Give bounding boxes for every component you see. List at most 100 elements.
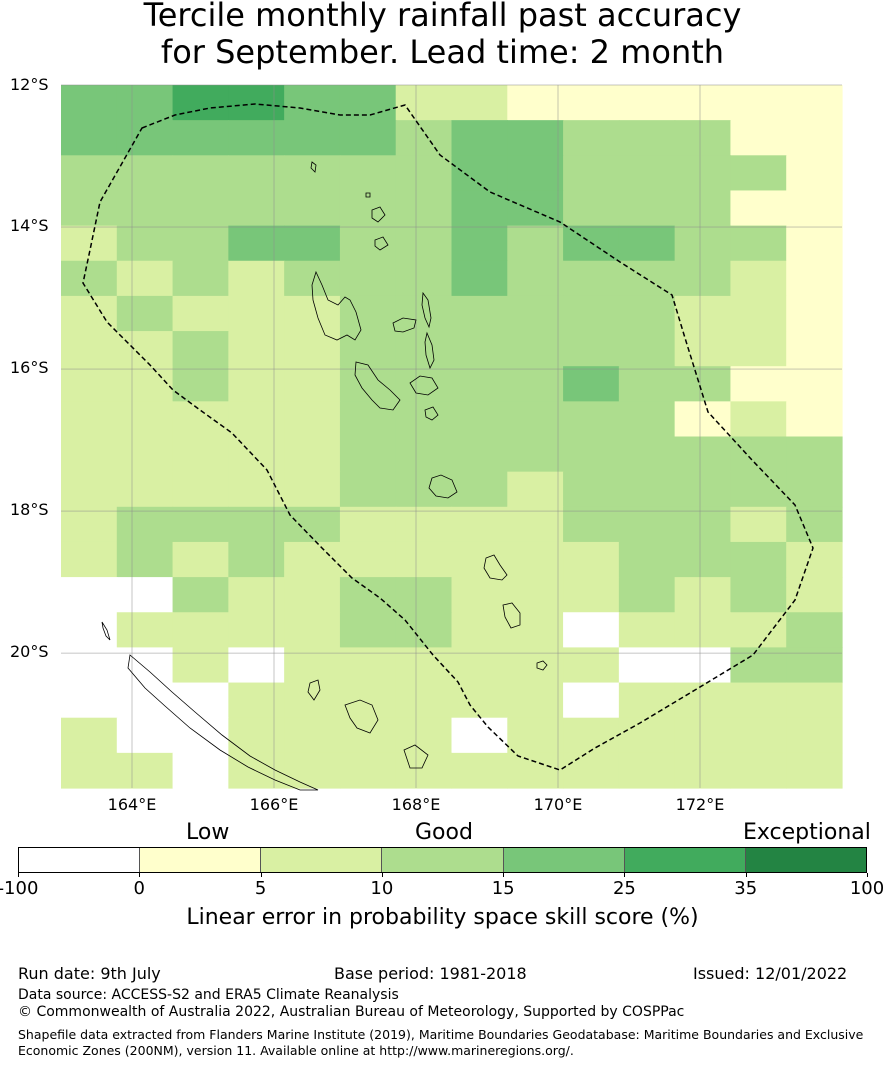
colorbar-tick-mark xyxy=(867,873,868,877)
island-banks-1 xyxy=(371,206,386,223)
lat-label-12s: 12°S xyxy=(10,75,49,94)
skill-cell xyxy=(618,85,676,121)
skill-cell xyxy=(172,331,229,367)
skill-cell xyxy=(172,155,229,192)
skill-cell xyxy=(228,577,285,613)
skill-cell xyxy=(563,260,620,297)
skill-cell xyxy=(786,225,843,262)
skill-cell xyxy=(339,647,397,684)
skill-cell xyxy=(61,752,118,789)
data-source: Data source: ACCESS-S2 and ERA5 Climate … xyxy=(18,987,399,1003)
skill-cell xyxy=(228,647,285,684)
skill-cell xyxy=(786,331,843,367)
skill-cell xyxy=(61,295,118,332)
skill-cell xyxy=(116,295,174,332)
skill-cell xyxy=(116,85,174,121)
skill-cell xyxy=(395,612,453,648)
island-efate xyxy=(428,474,458,499)
skill-cell xyxy=(284,436,341,473)
colorbar-tick-label: 15 xyxy=(491,878,515,899)
skill-cell xyxy=(339,752,397,789)
skill-cell xyxy=(395,331,453,367)
skill-cell xyxy=(507,506,564,543)
skill-cell xyxy=(339,717,397,754)
skill-cell xyxy=(674,752,732,789)
skill-cell xyxy=(730,541,787,578)
skill-cell xyxy=(507,471,564,508)
skill-cell xyxy=(451,331,508,367)
skill-cell xyxy=(674,85,732,121)
skill-cell xyxy=(451,612,508,648)
skill-cell xyxy=(563,682,620,719)
skill-cell xyxy=(451,366,508,402)
skill-cell xyxy=(786,612,843,648)
skill-cell xyxy=(172,190,229,227)
lon-label-170e: 170°E xyxy=(533,795,583,814)
skill-cell xyxy=(451,436,508,473)
island-belep xyxy=(101,621,111,641)
skill-cell xyxy=(228,155,285,192)
island-loyalty xyxy=(344,699,379,734)
skill-cell xyxy=(674,647,732,684)
map-title-line-1: Tercile monthly rainfall past accuracy xyxy=(143,0,742,34)
skill-cell xyxy=(730,190,787,227)
skill-cell xyxy=(451,506,508,543)
map-gridlines xyxy=(61,84,842,788)
shapefile-credit-line-1: Shapefile data extracted from Flanders M… xyxy=(18,1027,864,1042)
colorbar-tick-mark xyxy=(18,873,19,877)
skill-cell xyxy=(786,120,843,156)
skill-cell xyxy=(730,225,787,262)
skill-cell xyxy=(674,260,732,297)
legend-category-low: Low xyxy=(186,820,230,845)
skill-cell xyxy=(284,155,341,192)
skill-cell xyxy=(284,225,341,262)
skill-cell xyxy=(451,155,508,192)
skill-cell xyxy=(563,752,620,789)
colorbar-segment xyxy=(503,848,625,872)
skill-cell xyxy=(228,682,285,719)
skill-cell xyxy=(284,366,341,402)
skill-cell xyxy=(116,717,174,754)
skill-cell xyxy=(786,541,843,578)
skill-cell xyxy=(395,577,453,613)
skill-cell xyxy=(618,471,676,508)
skill-cell xyxy=(228,436,285,473)
skill-cell xyxy=(563,190,620,227)
skill-cell xyxy=(786,401,843,438)
skill-cell xyxy=(618,366,676,402)
legend-category-exceptional: Exceptional xyxy=(743,820,871,845)
skill-cell xyxy=(116,647,174,684)
skill-cell xyxy=(339,506,397,543)
island-tanna xyxy=(502,602,521,629)
skill-cell xyxy=(284,717,341,754)
skill-cell xyxy=(674,120,732,156)
skill-cell xyxy=(451,471,508,508)
skill-cell xyxy=(786,295,843,332)
skill-cell xyxy=(228,260,285,297)
skill-cell xyxy=(228,85,285,121)
skill-cell xyxy=(61,506,118,543)
skill-cell xyxy=(61,577,118,613)
colorbar-tick-label: 10 xyxy=(370,878,394,899)
skill-cell xyxy=(451,260,508,297)
skill-cell xyxy=(507,155,564,192)
colorbar-segment xyxy=(19,848,141,872)
colorbar-tick-label: 5 xyxy=(254,878,267,899)
skill-cell xyxy=(395,120,453,156)
skill-cell xyxy=(618,155,676,192)
skill-cell xyxy=(395,436,453,473)
skill-cell xyxy=(507,331,564,367)
skill-cell xyxy=(507,401,564,438)
skill-cell xyxy=(786,436,843,473)
skill-cell xyxy=(674,401,732,438)
skill-cell xyxy=(172,577,229,613)
shapefile-credit-line-2: Economic Zones (200NM), version 11. Avai… xyxy=(18,1043,574,1058)
skill-cell xyxy=(674,682,732,719)
skill-cell xyxy=(563,85,620,121)
skill-cell xyxy=(339,612,397,648)
skill-cell xyxy=(172,682,229,719)
colorbar-tick-mark xyxy=(139,873,141,877)
colorbar-segment xyxy=(624,848,746,872)
skill-cell xyxy=(172,436,229,473)
skill-cell xyxy=(172,401,229,438)
